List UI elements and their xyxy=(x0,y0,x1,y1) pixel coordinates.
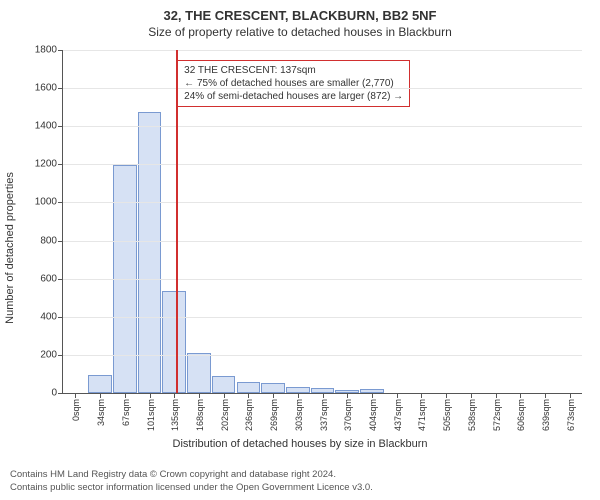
xtick-mark xyxy=(446,393,447,398)
xtick-mark xyxy=(545,393,546,398)
xtick-label: 202sqm xyxy=(218,399,230,431)
ytick-label: 1400 xyxy=(35,121,63,132)
xtick-label: 538sqm xyxy=(465,399,477,431)
xtick-mark xyxy=(75,393,76,398)
gridline xyxy=(63,50,582,51)
xtick-label: 337sqm xyxy=(317,399,329,431)
xtick-mark xyxy=(199,393,200,398)
xtick-mark xyxy=(273,393,274,398)
xtick-label: 505sqm xyxy=(440,399,452,431)
ytick-label: 800 xyxy=(40,235,63,246)
histogram-bar xyxy=(138,112,161,393)
histogram-bar xyxy=(261,383,284,393)
xtick-label: 572sqm xyxy=(490,399,502,431)
xtick-mark xyxy=(520,393,521,398)
x-axis-label: Distribution of detached houses by size … xyxy=(0,438,600,450)
xtick-mark xyxy=(100,393,101,398)
xtick-mark xyxy=(397,393,398,398)
plot-area: 32 THE CRESCENT: 137sqm ← 75% of detache… xyxy=(62,50,582,394)
ytick-label: 1000 xyxy=(35,197,63,208)
footer-line: Contains HM Land Registry data © Crown c… xyxy=(10,469,590,481)
xtick-mark xyxy=(224,393,225,398)
xtick-mark xyxy=(125,393,126,398)
xtick-label: 101sqm xyxy=(144,399,156,431)
gridline xyxy=(63,355,582,356)
xtick-mark xyxy=(421,393,422,398)
xtick-mark xyxy=(298,393,299,398)
chart-container: Number of detached properties 32 THE CRE… xyxy=(0,42,600,454)
ytick-label: 1800 xyxy=(35,45,63,56)
gridline xyxy=(63,241,582,242)
xtick-mark xyxy=(372,393,373,398)
ytick-label: 1200 xyxy=(35,159,63,170)
xtick-mark xyxy=(471,393,472,398)
histogram-bar xyxy=(162,291,185,393)
annotation-line: 24% of semi-detached houses are larger (… xyxy=(184,90,403,103)
xtick-label: 370sqm xyxy=(341,399,353,431)
histogram-bar xyxy=(212,376,235,393)
xtick-label: 471sqm xyxy=(415,399,427,431)
xtick-mark xyxy=(323,393,324,398)
attribution-footer: Contains HM Land Registry data © Crown c… xyxy=(10,469,590,494)
gridline xyxy=(63,202,582,203)
chart-subtitle: Size of property relative to detached ho… xyxy=(0,23,600,43)
xtick-mark xyxy=(570,393,571,398)
gridline xyxy=(63,279,582,280)
xtick-mark xyxy=(174,393,175,398)
xtick-label: 67sqm xyxy=(119,399,131,426)
xtick-label: 673sqm xyxy=(564,399,576,431)
histogram-bar xyxy=(237,382,260,393)
xtick-label: 639sqm xyxy=(539,399,551,431)
annotation-line: 32 THE CRESCENT: 137sqm xyxy=(184,64,403,77)
footer-line: Contains public sector information licen… xyxy=(10,482,590,494)
xtick-label: 437sqm xyxy=(391,399,403,431)
xtick-mark xyxy=(496,393,497,398)
ytick-label: 400 xyxy=(40,311,63,322)
histogram-bar xyxy=(187,353,210,393)
ytick-label: 1600 xyxy=(35,83,63,94)
gridline xyxy=(63,126,582,127)
xtick-label: 168sqm xyxy=(193,399,205,431)
ytick-label: 200 xyxy=(40,349,63,360)
xtick-label: 404sqm xyxy=(366,399,378,431)
gridline xyxy=(63,164,582,165)
y-axis-label: Number of detached properties xyxy=(4,172,16,324)
xtick-mark xyxy=(248,393,249,398)
reference-line xyxy=(176,50,178,393)
xtick-mark xyxy=(150,393,151,398)
gridline xyxy=(63,317,582,318)
xtick-label: 606sqm xyxy=(514,399,526,431)
ytick-label: 0 xyxy=(51,388,63,399)
xtick-label: 303sqm xyxy=(292,399,304,431)
xtick-label: 34sqm xyxy=(94,399,106,426)
xtick-label: 135sqm xyxy=(168,399,180,431)
ytick-label: 600 xyxy=(40,273,63,284)
xtick-mark xyxy=(347,393,348,398)
histogram-bar xyxy=(88,375,111,393)
xtick-label: 269sqm xyxy=(267,399,279,431)
annotation-box: 32 THE CRESCENT: 137sqm ← 75% of detache… xyxy=(177,60,410,107)
xtick-label: 236sqm xyxy=(242,399,254,431)
gridline xyxy=(63,88,582,89)
xtick-label: 0sqm xyxy=(69,399,81,421)
chart-title: 32, THE CRESCENT, BLACKBURN, BB2 5NF xyxy=(0,0,600,23)
